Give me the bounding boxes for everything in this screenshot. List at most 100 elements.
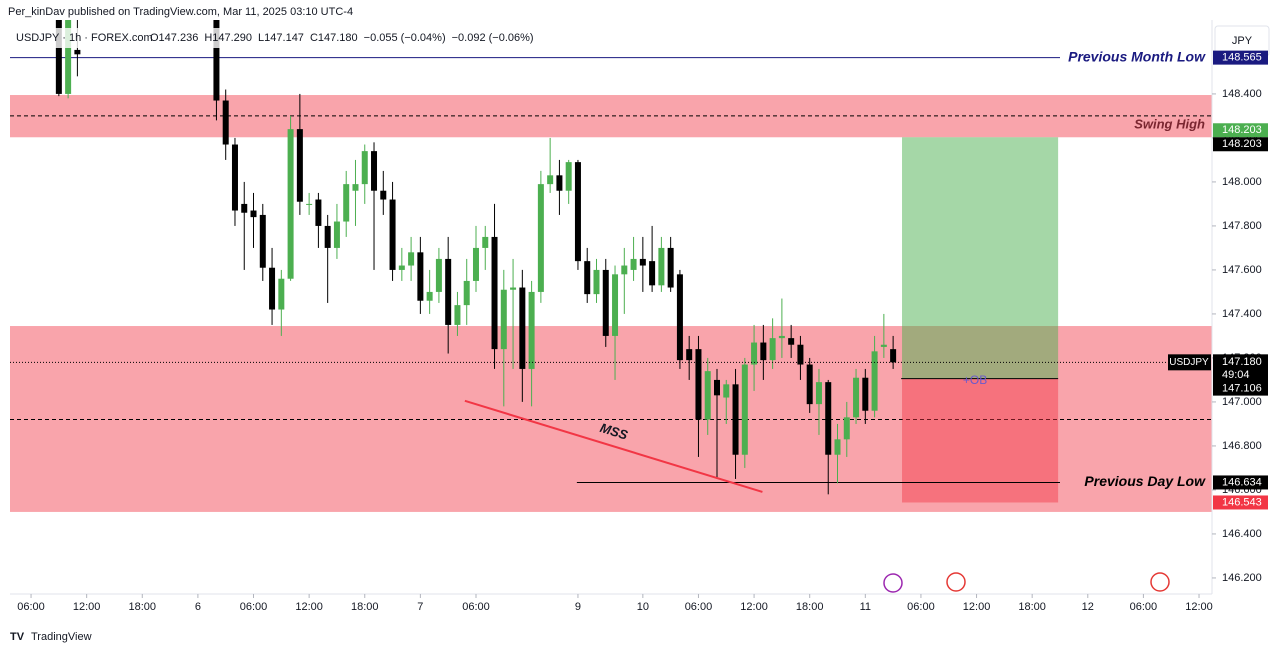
candle-body — [398, 265, 405, 270]
candle-body — [417, 252, 424, 301]
x-tick-label: 18:00 — [351, 601, 379, 613]
candle-body — [843, 417, 850, 440]
symbol-badge — [1168, 354, 1211, 371]
x-tick-label: 06:00 — [907, 601, 935, 613]
candle-body — [380, 190, 387, 200]
event-icon[interactable] — [1150, 572, 1170, 592]
price-badge — [1213, 495, 1268, 510]
candle-body — [528, 291, 535, 369]
candle-body — [556, 175, 563, 191]
candle-body — [306, 203, 313, 205]
candle-body — [324, 225, 331, 248]
price-badge — [1213, 123, 1268, 138]
candle-body — [537, 184, 544, 292]
legend-symbol: USDJPY · 1h · FOREX.com — [16, 32, 153, 44]
candle-body — [250, 210, 257, 218]
legend-value: H147.290 — [204, 32, 252, 44]
publisher: Per_kinDav published on TradingView.com,… — [8, 6, 353, 18]
candle-body — [269, 267, 276, 310]
candle-body — [278, 278, 285, 310]
event-icon[interactable] — [883, 573, 903, 593]
candle-body — [371, 151, 378, 191]
candle-body — [612, 274, 619, 336]
candle-body — [213, 20, 220, 101]
candle-body — [519, 287, 526, 369]
candle-body — [621, 265, 628, 275]
candle-body — [482, 236, 489, 248]
candle-body — [426, 291, 433, 301]
y-tick-label: 147.600 — [1222, 264, 1262, 276]
x-tick-label: 11 — [860, 601, 871, 613]
x-tick-label: 18:00 — [1018, 601, 1046, 613]
candle-body — [510, 287, 517, 290]
event-icon[interactable] — [946, 572, 966, 592]
legend-value: −0.055 (−0.04%) — [364, 32, 446, 44]
countdown: 49:04 — [1222, 369, 1250, 381]
price-badge-text: 148.203 — [1222, 124, 1262, 136]
candle-body — [667, 247, 674, 288]
candle-body — [435, 258, 442, 292]
candle-body — [649, 261, 656, 286]
candle-body — [741, 364, 748, 455]
price-badge-text: 148.203 — [1222, 138, 1262, 150]
candle-body — [853, 377, 860, 418]
candle-body — [65, 20, 72, 94]
legend-value: −0.092 (−0.06%) — [452, 32, 534, 44]
legend-value: C147.180 — [310, 32, 358, 44]
level-label: Previous Day Low — [1084, 473, 1206, 489]
candle-body — [695, 349, 702, 420]
candle-body — [593, 269, 600, 295]
y-tick-label: 146.800 — [1222, 440, 1262, 452]
candle-body — [445, 258, 452, 325]
x-tick-label: 12 — [1082, 601, 1094, 613]
candle-body — [639, 258, 646, 266]
x-tick-label: 06:00 — [17, 601, 45, 613]
zone — [10, 95, 1212, 138]
price-badge — [1213, 354, 1268, 383]
candle-body — [880, 344, 887, 347]
x-tick-label: 12:00 — [73, 601, 101, 613]
plot — [10, 20, 1212, 512]
legend-bg — [10, 28, 530, 48]
candle-body — [352, 184, 359, 191]
price-badge — [1213, 475, 1268, 490]
x-tick-label: 10 — [637, 601, 649, 613]
candle-body — [890, 349, 897, 363]
price-badge-text: 146.634 — [1222, 476, 1262, 488]
x-tick-label: 06:00 — [1130, 601, 1158, 613]
level-label: Previous Month Low — [1068, 48, 1206, 64]
candle-body — [704, 371, 711, 420]
candle-body — [333, 221, 340, 248]
candle-body — [630, 258, 637, 270]
candle-body — [491, 236, 498, 350]
x-tick-label: 12:00 — [295, 601, 323, 613]
x-tick-label: 12:00 — [740, 601, 768, 613]
candle-body — [361, 151, 368, 185]
candle-body — [815, 382, 822, 405]
currency: JPY — [1232, 35, 1253, 47]
candle-body — [315, 199, 322, 226]
candle-body — [760, 342, 767, 361]
price-badge-text: 146.543 — [1222, 496, 1262, 508]
legend-ohlc: O147.236 H147.290 L147.147 C147.180 −0.055 (… — [150, 32, 534, 44]
candle-body — [788, 338, 795, 345]
candle-body — [862, 377, 869, 411]
price-badge — [1213, 137, 1268, 152]
candle-body — [287, 129, 294, 279]
entry-label: +OB — [963, 373, 987, 387]
candle-body — [713, 379, 720, 396]
candle-body — [74, 49, 81, 55]
candle-body — [825, 382, 832, 455]
x-tick-label: 18:00 — [796, 601, 824, 613]
x-tick-label: 06:00 — [462, 601, 490, 613]
x-tick-label: 7 — [417, 601, 423, 613]
candle-body — [389, 199, 396, 270]
x-tick-label: 12:00 — [1185, 601, 1213, 613]
candle-body — [574, 162, 581, 262]
candle-body — [871, 351, 878, 411]
brand: TradingView — [31, 631, 92, 643]
zone-label: Swing High — [1134, 116, 1205, 131]
candle-body — [686, 349, 693, 361]
